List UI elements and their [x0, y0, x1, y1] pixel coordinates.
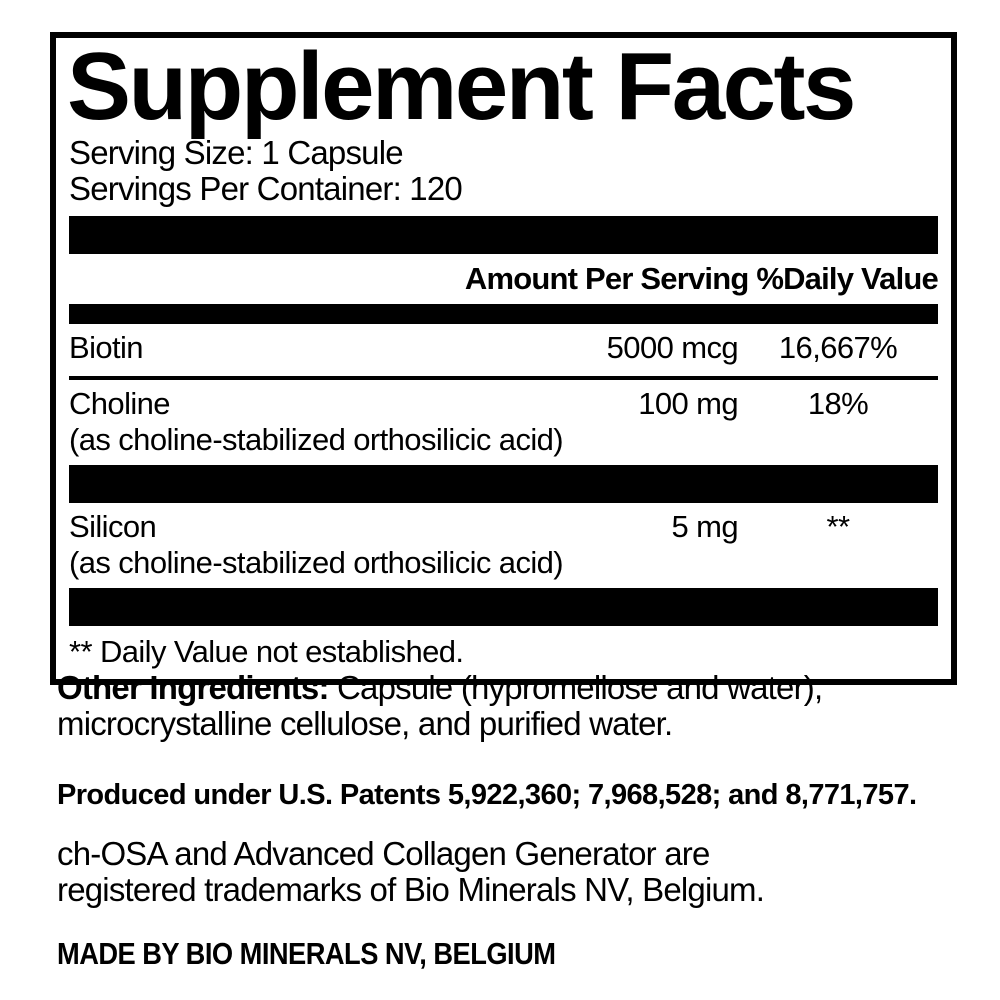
nutrient-row-choline: Choline 100 mg 18% — [69, 380, 938, 421]
other-ingredients-text-line2: microcrystalline cellulose, and purified… — [57, 705, 673, 742]
servings-per-container-line: Servings Per Container: 120 — [69, 170, 463, 207]
nutrient-daily-value: 18% — [807, 386, 869, 421]
panel-title: Supplement Facts — [67, 33, 856, 140]
other-ingredients-text-line1: Capsule (hypromellose and water), — [328, 669, 823, 706]
nutrient-name: Silicon — [69, 509, 157, 544]
nutrient-daily-value: 16,667% — [778, 330, 898, 365]
made-by-statement: MADE BY BIO MINERALS NV, BELGIUM — [57, 936, 556, 971]
trademark-line1: ch-OSA and Advanced Collagen Generator a… — [57, 835, 710, 872]
divider-bar-mid — [69, 465, 938, 503]
serving-size-line: Serving Size: 1 Capsule — [69, 134, 404, 171]
nutrient-amount: 100 mg — [638, 386, 738, 421]
divider-bar-top — [69, 216, 938, 254]
nutrient-amount: 5000 mcg — [606, 330, 739, 365]
nutrient-note: (as choline-stabilized orthosilicic acid… — [69, 422, 564, 457]
trademark-line2: registered trademarks of Bio Minerals NV… — [57, 871, 765, 908]
divider-bar-bottom — [69, 588, 938, 626]
nutrient-row-silicon: Silicon 5 mg ** — [69, 503, 938, 544]
nutrient-name: Biotin — [69, 330, 144, 365]
nutrient-row-biotin: Biotin 5000 mcg 16,667% — [69, 324, 938, 374]
nutrient-note: (as choline-stabilized orthosilicic acid… — [69, 545, 564, 580]
trademark-statement: ch-OSA and Advanced Collagen Generator a… — [57, 836, 957, 908]
nutrient-daily-value: ** — [826, 509, 851, 544]
below-panel-text: Other Ingredients: Capsule (hypromellose… — [57, 670, 957, 972]
nutrient-name: Choline — [69, 386, 171, 421]
patents-statement: Produced under U.S. Patents 5,922,360; 7… — [57, 779, 917, 811]
divider-bar-header — [69, 304, 938, 324]
divider-hairline — [69, 376, 938, 380]
nutrient-amount: 5 mg — [671, 509, 738, 544]
other-ingredients-label: Other Ingredients: — [57, 669, 329, 706]
column-header: Amount Per Serving %Daily Value — [464, 261, 939, 296]
supplement-facts-panel: Supplement Facts Serving Size: 1 Capsule… — [50, 32, 957, 685]
other-ingredients: Other Ingredients: Capsule (hypromellose… — [57, 670, 957, 742]
daily-value-footnote: ** Daily Value not established. — [69, 634, 464, 669]
